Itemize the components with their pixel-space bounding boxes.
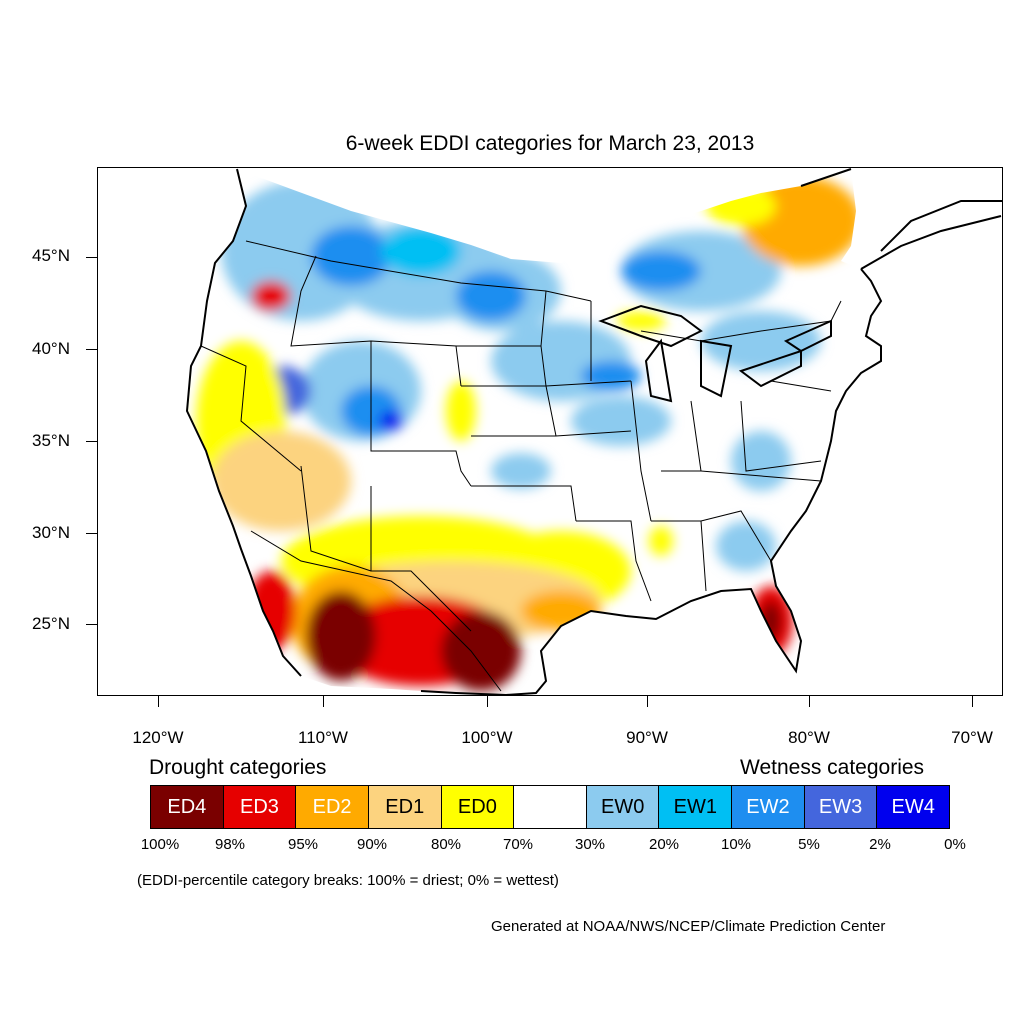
- break-label: 10%: [720, 836, 752, 853]
- lon-tick-label: 120°W: [132, 728, 184, 747]
- break-label: 100%: [140, 836, 180, 853]
- legend-swatch-ew3: EW3: [804, 786, 878, 828]
- break-label: 70%: [502, 836, 534, 853]
- wetness-categories-heading: Wetness categories: [740, 756, 925, 779]
- map-title: 6-week EDDI categories for March 23, 201…: [345, 132, 755, 155]
- lat-tick-label: 25°N: [32, 614, 70, 633]
- lat-tick-mark: [86, 257, 97, 258]
- legend-swatch-ed0: ED0: [441, 786, 515, 828]
- eddi-map: [97, 167, 1003, 696]
- break-label: 0%: [944, 836, 966, 853]
- lat-tick-label: 45°N: [32, 246, 70, 265]
- legend-swatch-ew1: EW1: [659, 786, 733, 828]
- lon-tick-label: 70°W: [951, 728, 993, 747]
- legend-swatch-ed1: ED1: [368, 786, 442, 828]
- lon-tick-label: 90°W: [626, 728, 668, 747]
- lat-tick-mark: [86, 624, 97, 625]
- break-label: 20%: [648, 836, 680, 853]
- lon-tick-mark: [158, 696, 159, 707]
- lon-tick-mark: [972, 696, 973, 707]
- lon-tick-mark: [647, 696, 648, 707]
- coastlines: [185, 168, 1002, 695]
- lat-tick-mark: [86, 441, 97, 442]
- lon-tick-label: 110°W: [298, 728, 348, 747]
- legend-swatch-ed4: ED4: [151, 786, 224, 828]
- lat-tick-mark: [86, 349, 97, 350]
- legend-swatch-ed3: ED3: [223, 786, 297, 828]
- lat-tick-label: 35°N: [32, 431, 70, 450]
- lat-tick-label: 40°N: [32, 339, 70, 358]
- lat-tick-label: 30°N: [32, 523, 70, 542]
- break-label: 5%: [798, 836, 820, 853]
- eddi-field: [187, 169, 881, 695]
- legend-swatch-neutral: [514, 786, 587, 828]
- lon-tick-mark: [809, 696, 810, 707]
- lon-tick-mark: [487, 696, 488, 707]
- break-label: 98%: [214, 836, 246, 853]
- category-legend: ED4 ED3 ED2 ED1 ED0 EW0 EW1 EW2 EW3 EW4: [150, 785, 950, 829]
- credit-line: Generated at NOAA/NWS/NCEP/Climate Predi…: [491, 918, 886, 935]
- break-label: 30%: [574, 836, 606, 853]
- legend-swatch-ew0: EW0: [586, 786, 660, 828]
- break-label: 80%: [430, 836, 462, 853]
- eddi-map-graphic: [185, 168, 1002, 695]
- lon-tick-mark: [323, 696, 324, 707]
- lon-tick-label: 80°W: [788, 728, 830, 747]
- legend-swatch-ew2: EW2: [732, 786, 805, 828]
- legend-swatch-ed2: ED2: [296, 786, 369, 828]
- break-label: 95%: [287, 836, 319, 853]
- category-breaks-note: (EDDI-percentile category breaks: 100% =…: [137, 872, 559, 889]
- drought-categories-heading: Drought categories: [149, 756, 327, 779]
- break-label: 2%: [869, 836, 891, 853]
- legend-swatch-ew4: EW4: [877, 786, 950, 828]
- break-label: 90%: [356, 836, 388, 853]
- lat-tick-mark: [86, 533, 97, 534]
- state-boundaries: [200, 240, 842, 692]
- lon-tick-label: 100°W: [461, 728, 513, 747]
